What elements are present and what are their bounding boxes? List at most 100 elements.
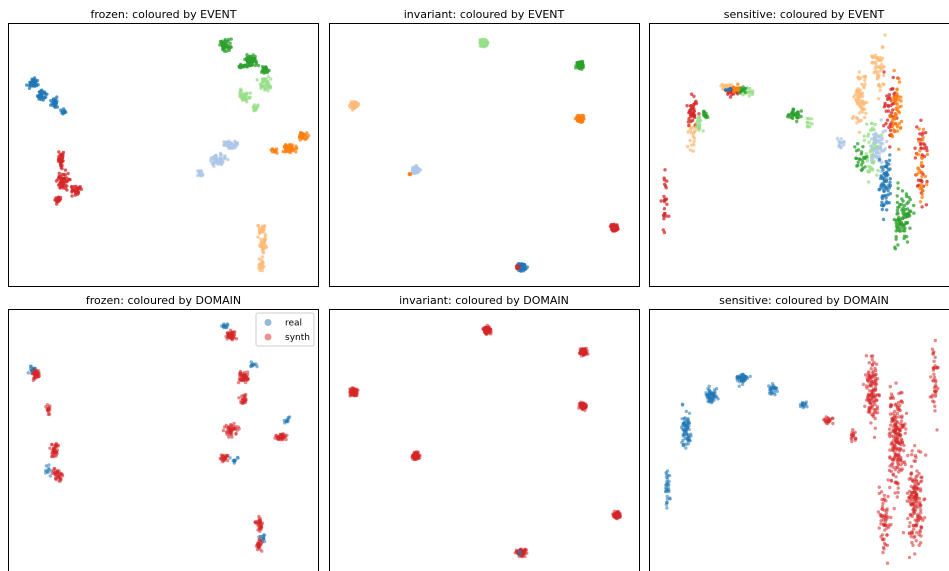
data-point [55,105,60,109]
data-point [242,64,246,68]
data-point [266,80,270,85]
title-invariant-event: invariant: coloured by EVENT [404,8,565,21]
data-point [707,384,711,388]
data-point [870,375,874,380]
data-point [887,427,892,431]
data-point [704,393,708,397]
data-point [682,442,686,446]
data-point [613,514,617,518]
data-point [854,436,858,441]
data-point [909,471,914,475]
data-point [663,489,668,494]
data-point [934,392,938,396]
data-point [659,199,663,203]
data-point [63,168,68,172]
data-point [664,486,668,490]
data-point [888,180,892,184]
data-point [61,178,65,182]
data-point [61,150,66,155]
data-point [227,425,231,429]
data-point [238,369,243,374]
data-point [695,120,699,124]
data-point [31,77,36,82]
data-point [228,41,232,45]
title-frozen-event: frozen: coloured by EVENT [90,8,236,21]
data-point [872,411,876,415]
data-point [880,200,884,205]
data-point [882,179,887,184]
data-point [796,116,800,120]
data-point [33,84,37,88]
data-point [53,470,57,474]
data-point [869,121,874,126]
data-point [895,228,900,232]
data-point [919,160,924,165]
data-point [831,421,835,426]
data-point [27,86,32,91]
data-point [868,389,872,393]
data-point [665,179,669,183]
data-point [229,146,234,150]
data-point [56,195,61,199]
data-point [888,145,892,149]
data-point [661,228,665,232]
data-point [223,154,227,158]
data-point [914,496,918,501]
data-point [414,452,419,457]
data-point [895,437,900,441]
data-point [932,378,936,382]
data-point [36,83,40,87]
data-point [886,189,890,193]
data-point [924,131,928,135]
data-point [898,408,902,413]
data-point [887,183,891,187]
data-point [229,336,233,340]
data-point [871,149,875,154]
data-point [892,415,897,419]
data-point [277,437,281,442]
data-point [684,430,689,434]
data-point [879,133,884,137]
data-point [898,125,903,130]
data-point [914,455,918,460]
data-point [878,176,883,181]
data-point [870,389,875,393]
data-point [874,372,878,377]
data-point [68,178,72,182]
data-point [301,136,305,140]
data-point [921,131,925,135]
data-point [884,109,888,113]
data-point [913,444,917,448]
data-point [52,98,56,103]
data-point [871,168,875,172]
data-point [685,423,689,428]
data-point [895,208,900,213]
data-point [881,194,885,198]
data-point [857,70,861,74]
data-point [857,111,862,115]
data-point [245,370,250,374]
data-point [613,225,617,229]
data-point [258,519,262,523]
data-point [871,354,875,358]
data-point [900,425,905,430]
data-point [578,115,582,119]
scatter-frozen-event [25,37,311,273]
data-point [885,561,890,565]
data-point [226,157,230,162]
data-point [900,438,904,442]
data-point [888,192,892,196]
data-point [579,351,583,355]
data-point [795,119,799,124]
data-point [662,230,667,235]
data-point [888,423,893,427]
data-point [258,523,262,527]
data-point [880,141,885,146]
data-point [692,130,697,134]
data-point [665,506,669,510]
data-point [889,392,894,396]
data-point [877,491,881,496]
data-point [882,537,886,541]
data-point [701,109,706,114]
data-point [39,97,44,102]
